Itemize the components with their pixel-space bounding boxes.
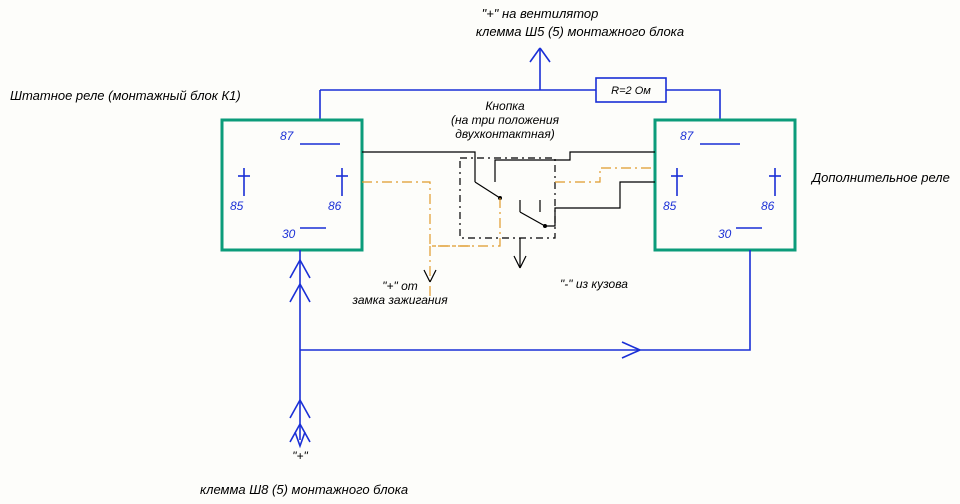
relay-left-pin-86: 86 bbox=[328, 199, 342, 213]
sw-to-right-top bbox=[495, 152, 655, 170]
label-top-1: "+" на вентилятор bbox=[482, 6, 599, 21]
relay-right-pin-30: 30 bbox=[718, 227, 732, 241]
relay-right-pin-87: 87 bbox=[680, 129, 695, 143]
aux-from-left-86 bbox=[362, 182, 470, 246]
bus-top-right bbox=[666, 90, 720, 120]
sw-to-left-86-top bbox=[362, 152, 475, 170]
aux-to-ign bbox=[430, 246, 470, 300]
label-gnd: "-" из кузова bbox=[560, 277, 628, 291]
label-top-2: клемма Ш5 (5) монтажного блока bbox=[476, 24, 684, 39]
aux-sw-common-left bbox=[470, 198, 500, 246]
label-ign-2: замка зажигания bbox=[351, 293, 448, 307]
relay-left-pin-87: 87 bbox=[280, 129, 295, 143]
relay-right-pin-86: 86 bbox=[761, 199, 775, 213]
label-bottom: клемма Ш8 (5) монтажного блока bbox=[200, 482, 408, 497]
label-switch-1: Кнопка bbox=[485, 99, 525, 113]
relay-left-pin-85: 85 bbox=[230, 199, 244, 213]
relay-left-pin-30: 30 bbox=[282, 227, 296, 241]
sw-to-right-85 bbox=[545, 182, 655, 226]
label-switch-3: двухконтактная) bbox=[455, 127, 554, 141]
label-bottom-plus: "+" bbox=[292, 449, 308, 463]
label-ign-1: "+" от bbox=[382, 279, 418, 293]
switch-box bbox=[460, 158, 555, 238]
label-switch-2: (на три положения bbox=[451, 113, 560, 127]
wiring-diagram: "+" на вентилятор клемма Ш5 (5) монтажно… bbox=[0, 0, 960, 504]
label-left-relay: Штатное реле (монтажный блок К1) bbox=[10, 88, 241, 103]
label-right-relay: Дополнительное реле bbox=[810, 170, 950, 185]
aux-to-right bbox=[555, 168, 655, 182]
resistor-label: R=2 Ом bbox=[611, 85, 651, 97]
relay-right-pin-85: 85 bbox=[663, 199, 677, 213]
